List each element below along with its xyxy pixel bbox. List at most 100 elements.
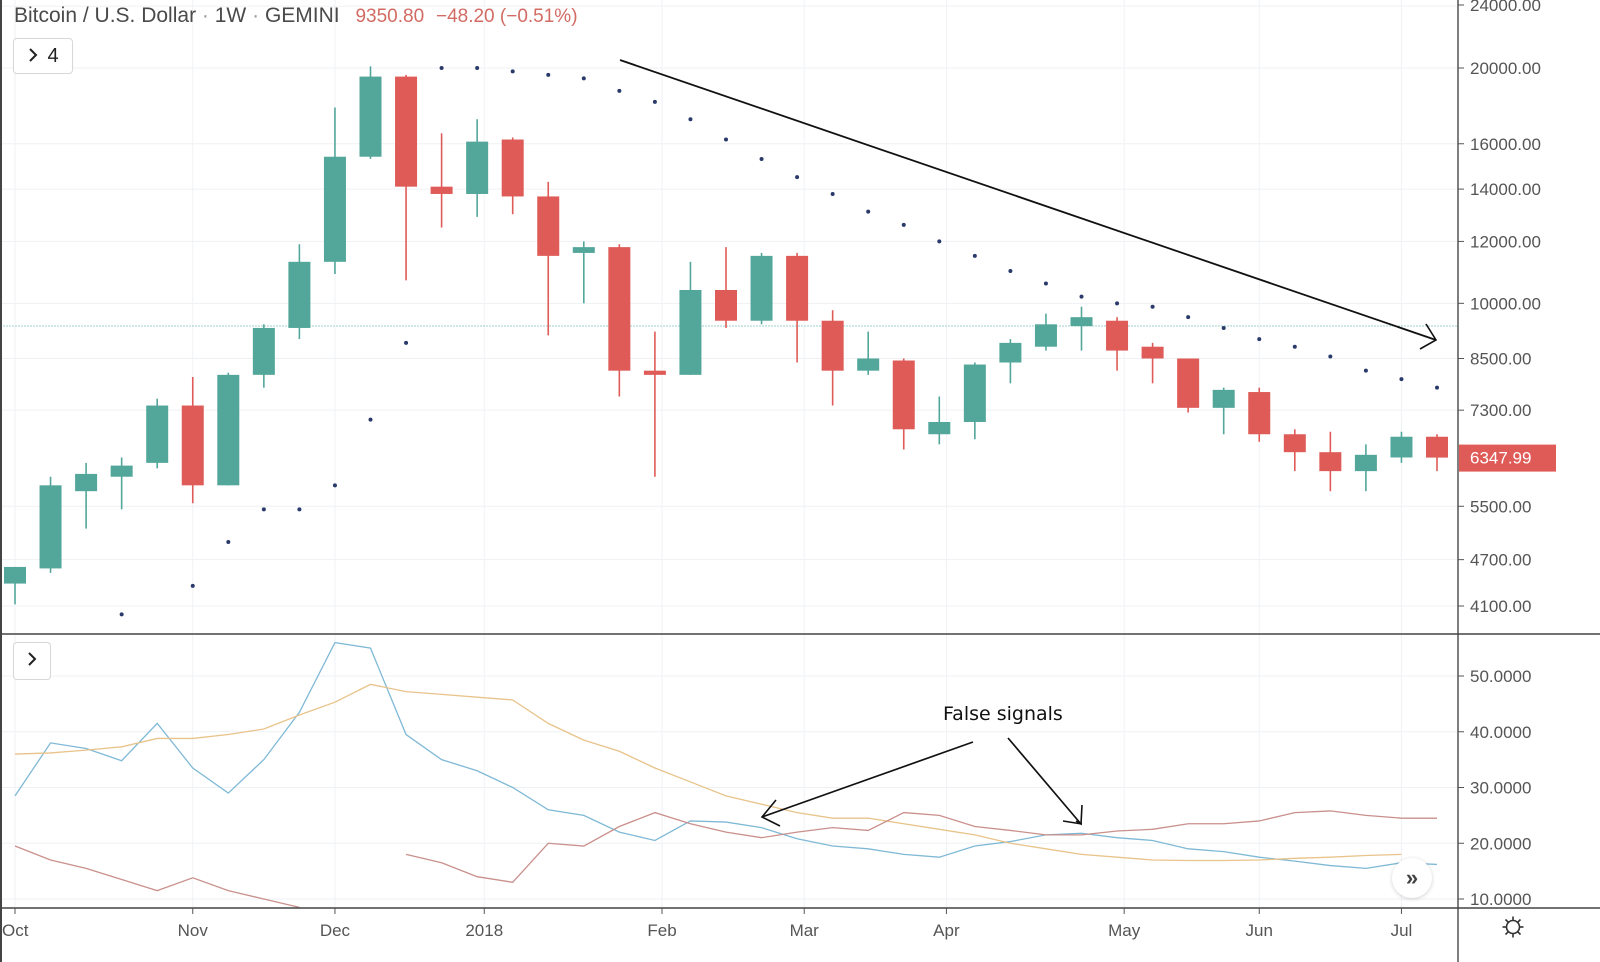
- time-tick-label: 2018: [465, 921, 503, 940]
- candle: [608, 247, 631, 371]
- candle: [39, 485, 62, 569]
- candle: [75, 473, 98, 492]
- candle: [1141, 346, 1164, 359]
- chevron-right-icon: [26, 650, 38, 673]
- candle: [1177, 358, 1200, 408]
- indicator-tick-label: 50.0000: [1470, 667, 1531, 686]
- line-ADX: [14, 683, 1402, 862]
- time-tick-label: Jun: [1246, 921, 1273, 940]
- candle: [395, 76, 418, 187]
- time-axis[interactable]: Oct Nov Dec 2018 Feb Mar Apr May Jun Jul: [2, 908, 1412, 940]
- candle: [4, 566, 26, 584]
- candle: [1283, 434, 1306, 453]
- false-signals-arrows: [760, 737, 1083, 827]
- dmi-indicator-lines: [14, 641, 1438, 908]
- indicator-axis[interactable]: 50.0000 40.0000 30.0000 20.0000 10.0000: [1458, 667, 1531, 909]
- candle: [928, 421, 951, 435]
- candle: [537, 196, 560, 256]
- candle: [217, 374, 240, 486]
- indicator-count: 4: [47, 44, 59, 67]
- false-signals-label: False signals: [943, 703, 1063, 725]
- svg-text:6347.99: 6347.99: [1470, 449, 1531, 468]
- candle: [146, 405, 169, 463]
- line-+DI: [14, 641, 1438, 869]
- candle: [323, 156, 346, 262]
- gear-icon: [1501, 915, 1525, 944]
- legend-toggle-button[interactable]: 4: [13, 38, 73, 74]
- candle: [572, 247, 595, 253]
- indicator-tick-label: 30.0000: [1470, 779, 1531, 798]
- candle: [181, 405, 204, 486]
- candle: [1212, 389, 1235, 408]
- price-axis[interactable]: 24000.00 20000.00 16000.00 14000.00 12000.00…: [1458, 0, 1541, 616]
- chart-header: Bitcoin / U.S. Dollar · 1W · GEMINI 9350…: [14, 4, 578, 28]
- last-price-label: 6347.99: [1459, 444, 1556, 472]
- candle: [1248, 392, 1271, 435]
- exchange: GEMINI: [264, 4, 340, 27]
- candle: [786, 255, 809, 321]
- chevron-right-icon: [27, 43, 39, 69]
- indicator-tick-label: 40.0000: [1470, 723, 1531, 742]
- indicator-tick-label: 20.0000: [1470, 834, 1531, 853]
- candle: [679, 289, 702, 375]
- downtrend-line: [619, 59, 1438, 350]
- candle: [999, 342, 1022, 363]
- price-tick-label: 7300.00: [1470, 401, 1531, 420]
- candle: [110, 465, 133, 477]
- line--DI: [405, 810, 1437, 883]
- candle: [643, 370, 666, 375]
- time-tick-label: Nov: [178, 921, 209, 940]
- candle: [1354, 454, 1377, 472]
- price-tick-label: 14000.00: [1470, 180, 1541, 199]
- candle: [430, 186, 453, 194]
- candlestick-series: [4, 66, 1448, 605]
- time-tick-label: Mar: [790, 921, 820, 940]
- indicator-tick-label: 10.0000: [1470, 890, 1531, 909]
- double-chevron-right-icon: »: [1405, 865, 1419, 890]
- last-price: 9350.80: [355, 6, 425, 27]
- scroll-to-realtime-button[interactable]: »: [1392, 858, 1432, 898]
- candle: [821, 320, 844, 371]
- time-tick-label: Dec: [320, 921, 351, 940]
- candle: [288, 261, 311, 328]
- candle: [892, 360, 915, 430]
- candle: [1106, 320, 1129, 351]
- symbol-name[interactable]: Bitcoin / U.S. Dollar: [14, 4, 197, 27]
- time-tick-label: Oct: [2, 921, 29, 940]
- price-tick-label: 20000.00: [1470, 59, 1541, 78]
- time-tick-label: Feb: [647, 921, 676, 940]
- price-change: −48.20 (−0.51%): [435, 6, 578, 27]
- candle: [1319, 452, 1342, 472]
- chart-settings-button[interactable]: [1498, 914, 1528, 944]
- candle: [252, 327, 275, 375]
- line--DI: [14, 845, 300, 908]
- candle: [1390, 436, 1413, 458]
- time-tick-label: Jul: [1391, 921, 1413, 940]
- candle: [1070, 317, 1093, 327]
- candle: [857, 358, 880, 371]
- price-tick-label: 24000.00: [1470, 0, 1541, 15]
- price-tick-label: 4100.00: [1470, 597, 1531, 616]
- time-tick-label: May: [1108, 921, 1141, 940]
- candle: [715, 289, 737, 321]
- separator: ·: [201, 4, 209, 27]
- price-tick-label: 12000.00: [1470, 232, 1541, 251]
- candle: [963, 364, 986, 422]
- time-tick-label: Apr: [933, 921, 960, 940]
- candle: [501, 139, 524, 197]
- candle: [1426, 436, 1448, 458]
- separator: ·: [252, 4, 260, 27]
- indicator-legend-toggle[interactable]: [13, 642, 51, 680]
- candle: [1034, 324, 1057, 347]
- parabolic-sar-dots: [119, 66, 1439, 617]
- price-tick-label: 10000.00: [1470, 294, 1541, 313]
- candle: [359, 76, 382, 157]
- price-tick-label: 16000.00: [1470, 135, 1541, 154]
- price-tick-label: 5500.00: [1470, 497, 1531, 516]
- candle: [466, 141, 489, 194]
- price-tick-label: 8500.00: [1470, 349, 1531, 368]
- price-tick-label: 4700.00: [1470, 551, 1531, 570]
- candle: [750, 255, 773, 321]
- interval[interactable]: 1W: [214, 4, 247, 27]
